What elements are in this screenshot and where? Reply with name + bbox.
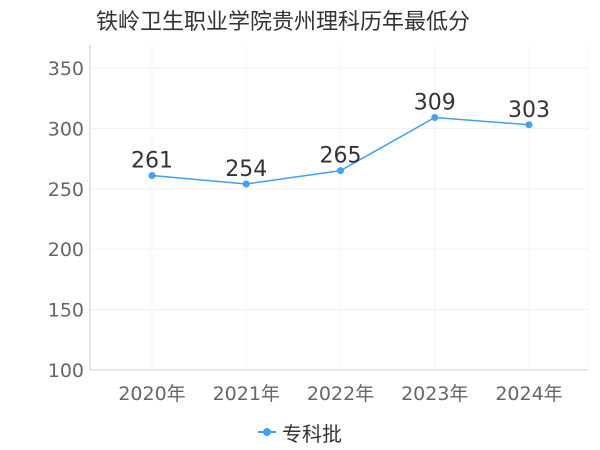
data-label: 265 <box>320 144 362 169</box>
data-label: 261 <box>131 149 173 174</box>
y-tick-label: 300 <box>48 118 84 140</box>
data-point <box>337 167 344 175</box>
y-tick-label: 150 <box>48 300 84 322</box>
y-tick-label: 100 <box>48 360 84 382</box>
data-point <box>431 114 439 122</box>
legend-series-marker <box>258 425 276 439</box>
data-point <box>242 180 250 188</box>
y-tick-label: 200 <box>48 239 84 261</box>
y-tick-label: 350 <box>48 58 84 80</box>
chart-title: 铁岭卫生职业学院贵州理科历年最低分 <box>96 10 471 35</box>
data-point <box>525 121 533 129</box>
data-label: 254 <box>225 157 267 182</box>
legend[interactable]: 专科批 <box>258 418 342 446</box>
x-tick-label: 2024年 <box>495 383 562 405</box>
legend-series-label: 专科批 <box>282 421 342 446</box>
x-tick-label: 2023年 <box>401 383 468 405</box>
data-label: 303 <box>508 98 550 123</box>
x-tick-label: 2022年 <box>307 383 374 405</box>
data-point <box>148 172 156 180</box>
data-label: 309 <box>414 91 456 116</box>
x-tick-label: 2020年 <box>118 383 185 405</box>
y-tick-label: 250 <box>48 179 84 201</box>
x-tick-label: 2021年 <box>213 383 280 405</box>
